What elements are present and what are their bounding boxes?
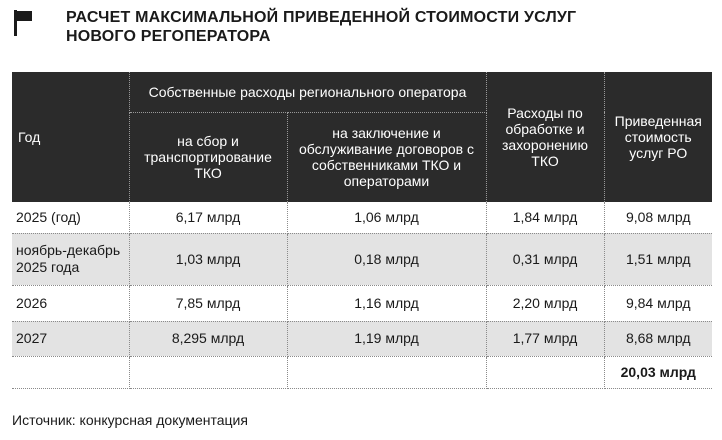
column-header-collection: на сбор и транспортирование ТКО: [129, 112, 288, 202]
cell-contracts: 1,16 млрд: [287, 285, 487, 322]
cell-empty: [12, 356, 130, 389]
cell-contracts: 1,06 млрд: [287, 202, 487, 234]
cell-year: ноябрь-декабрь 2025 года: [12, 233, 130, 286]
table-row: ноябрь-декабрь 2025 года 1,03 млрд 0,18 …: [12, 233, 712, 286]
cell-total: 20,03 млрд: [604, 356, 712, 389]
source-note: Источник: конкурсная документация: [12, 412, 248, 428]
column-header-contracts: на заключение и обслуживание договоров с…: [287, 112, 487, 202]
column-header-reduced-cost: Приведенная стоимость услуг РО: [604, 72, 712, 202]
flag-icon: [14, 10, 32, 36]
cell-collection: 6,17 млрд: [129, 202, 288, 234]
cell-year: 2026: [12, 285, 130, 322]
cell-empty: [129, 356, 288, 389]
cell-collection: 8,295 млрд: [129, 321, 288, 357]
cell-processing: 2,20 млрд: [486, 285, 605, 322]
column-header-processing: Расходы по обработке и захоронению ТКО: [486, 72, 605, 202]
cell-contracts: 1,19 млрд: [287, 321, 487, 357]
title-line-1: РАСЧЕТ МАКСИМАЛЬНОЙ ПРИВЕДЕННОЙ СТОИМОСТ…: [66, 9, 577, 26]
table-row: 2026 7,85 млрд 1,16 млрд 2,20 млрд 9,84 …: [12, 285, 712, 322]
cell-processing: 1,77 млрд: [486, 321, 605, 357]
column-group-own-costs: Собственные расходы регионального операт…: [129, 72, 487, 113]
cell-year: 2027: [12, 321, 130, 357]
column-header-year: Год: [12, 72, 130, 202]
page-title: РАСЧЕТ МАКСИМАЛЬНОЙ ПРИВЕДЕННОЙ СТОИМОСТ…: [66, 8, 686, 46]
total-row: 20,03 млрд: [12, 356, 712, 389]
cell-reduced-cost: 9,84 млрд: [604, 285, 712, 322]
cost-table: Год Собственные расходы регионального оп…: [12, 72, 712, 389]
cell-processing: 0,31 млрд: [486, 233, 605, 286]
title-line-2: НОВОГО РЕГОПЕРАТОРА: [66, 28, 271, 45]
cell-reduced-cost: 1,51 млрд: [604, 233, 712, 286]
table-row: 2025 (год) 6,17 млрд 1,06 млрд 1,84 млрд…: [12, 202, 712, 234]
cell-year: 2025 (год): [12, 202, 130, 234]
cell-reduced-cost: 8,68 млрд: [604, 321, 712, 357]
table-row: 2027 8,295 млрд 1,19 млрд 1,77 млрд 8,68…: [12, 321, 712, 357]
cell-empty: [486, 356, 605, 389]
cell-reduced-cost: 9,08 млрд: [604, 202, 712, 234]
cell-processing: 1,84 млрд: [486, 202, 605, 234]
cell-empty: [287, 356, 487, 389]
cell-collection: 7,85 млрд: [129, 285, 288, 322]
cell-contracts: 0,18 млрд: [287, 233, 487, 286]
cell-collection: 1,03 млрд: [129, 233, 288, 286]
